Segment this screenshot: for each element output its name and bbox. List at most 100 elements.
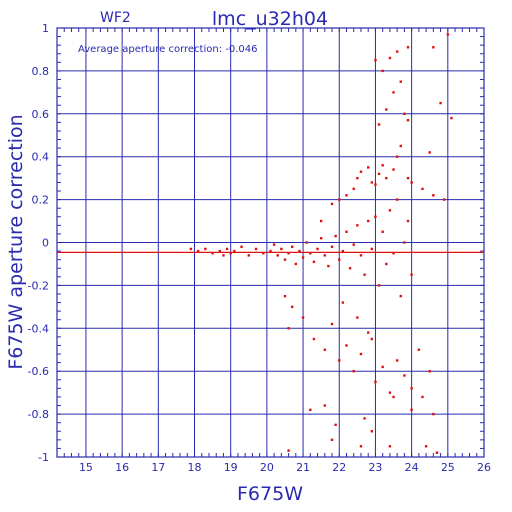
data-point bbox=[338, 359, 341, 362]
data-point bbox=[345, 344, 348, 347]
data-point bbox=[276, 254, 279, 257]
data-point bbox=[348, 267, 352, 270]
data-point bbox=[410, 408, 413, 412]
data-point bbox=[421, 395, 424, 399]
chart-title: lmc_u32h04 bbox=[212, 8, 328, 30]
data-point bbox=[240, 245, 243, 248]
data-point bbox=[403, 241, 406, 244]
data-point bbox=[439, 101, 442, 105]
data-point bbox=[352, 187, 355, 191]
data-point bbox=[338, 198, 341, 201]
data-point bbox=[385, 108, 388, 111]
x-axis-label: F675W bbox=[237, 483, 303, 505]
data-point bbox=[291, 305, 294, 309]
data-point bbox=[363, 417, 366, 420]
data-point bbox=[395, 50, 399, 53]
data-point bbox=[374, 58, 377, 62]
data-point bbox=[294, 262, 298, 266]
annotation: Average aperture correction: -0.046 bbox=[78, 44, 258, 55]
data-point bbox=[247, 254, 250, 257]
data-point bbox=[367, 331, 370, 334]
data-point bbox=[406, 46, 410, 49]
data-point bbox=[218, 249, 222, 253]
data-point bbox=[410, 181, 413, 184]
y-tick-label: -0.8 bbox=[28, 408, 49, 421]
data-point bbox=[319, 219, 323, 223]
data-point bbox=[334, 234, 337, 238]
y-tick-label: 0.2 bbox=[32, 194, 50, 207]
data-point bbox=[388, 445, 392, 448]
data-point bbox=[370, 181, 374, 184]
data-point bbox=[399, 80, 402, 83]
data-point bbox=[352, 243, 355, 246]
data-point bbox=[406, 219, 410, 223]
data-point bbox=[392, 395, 395, 399]
data-point bbox=[428, 370, 431, 373]
data-point bbox=[428, 151, 431, 154]
data-point bbox=[374, 380, 377, 384]
data-point bbox=[370, 337, 374, 341]
data-point bbox=[363, 273, 366, 276]
data-point bbox=[359, 254, 363, 257]
grid-lines bbox=[57, 28, 484, 457]
data-point bbox=[446, 33, 450, 36]
data-point bbox=[374, 183, 377, 186]
data-point bbox=[370, 247, 374, 251]
data-point bbox=[377, 284, 381, 287]
data-point bbox=[345, 230, 348, 233]
x-tick-label: 26 bbox=[477, 461, 491, 474]
y-tick-label: -0.6 bbox=[28, 365, 49, 378]
data-point bbox=[196, 249, 200, 253]
x-tick-label: 21 bbox=[296, 461, 310, 474]
data-point bbox=[327, 264, 330, 268]
data-point bbox=[410, 273, 413, 276]
x-tick-label: 19 bbox=[224, 461, 238, 474]
data-point bbox=[381, 69, 384, 73]
data-point bbox=[435, 451, 439, 454]
data-point bbox=[388, 209, 392, 212]
data-point bbox=[406, 119, 410, 122]
data-point bbox=[233, 249, 236, 253]
data-point bbox=[341, 301, 345, 304]
data-point bbox=[392, 168, 395, 171]
data-point bbox=[399, 144, 402, 148]
data-point bbox=[309, 408, 312, 412]
data-point bbox=[359, 170, 363, 173]
data-point bbox=[403, 374, 406, 377]
data-point bbox=[370, 430, 374, 433]
data-point bbox=[211, 252, 214, 255]
data-point bbox=[381, 164, 384, 167]
data-point bbox=[204, 247, 207, 251]
data-point bbox=[291, 245, 294, 248]
data-point bbox=[262, 252, 265, 255]
data-point bbox=[367, 166, 370, 169]
data-point bbox=[283, 294, 287, 298]
x-tick-label: 18 bbox=[188, 461, 202, 474]
y-tick-label: 1 bbox=[42, 22, 49, 35]
data-point bbox=[395, 155, 399, 158]
data-point bbox=[287, 327, 290, 330]
y-axis-label: F675W aperture correction bbox=[5, 114, 27, 369]
data-point bbox=[229, 252, 232, 255]
y-tick-label: 0 bbox=[42, 237, 49, 250]
data-point bbox=[225, 247, 229, 251]
data-point bbox=[356, 224, 359, 227]
data-point bbox=[403, 112, 406, 115]
data-point bbox=[323, 254, 326, 257]
data-point bbox=[319, 237, 323, 240]
data-point bbox=[269, 249, 272, 253]
data-point bbox=[367, 219, 370, 223]
data-point bbox=[254, 247, 258, 251]
data-point bbox=[392, 252, 395, 255]
data-point bbox=[316, 247, 319, 251]
data-point bbox=[189, 247, 193, 251]
data-point bbox=[356, 316, 359, 319]
data-point bbox=[323, 348, 326, 351]
data-point bbox=[377, 172, 381, 176]
data-point bbox=[442, 198, 446, 201]
data-point bbox=[359, 352, 363, 356]
y-tick-label: -0.4 bbox=[28, 322, 49, 335]
data-point bbox=[330, 322, 334, 326]
data-point bbox=[334, 423, 337, 427]
y-axis-ticks: -1 -0.8 -0.6 -0.4 -0.2 0 0.2 0.4 0.6 0.8 1 bbox=[28, 22, 484, 464]
